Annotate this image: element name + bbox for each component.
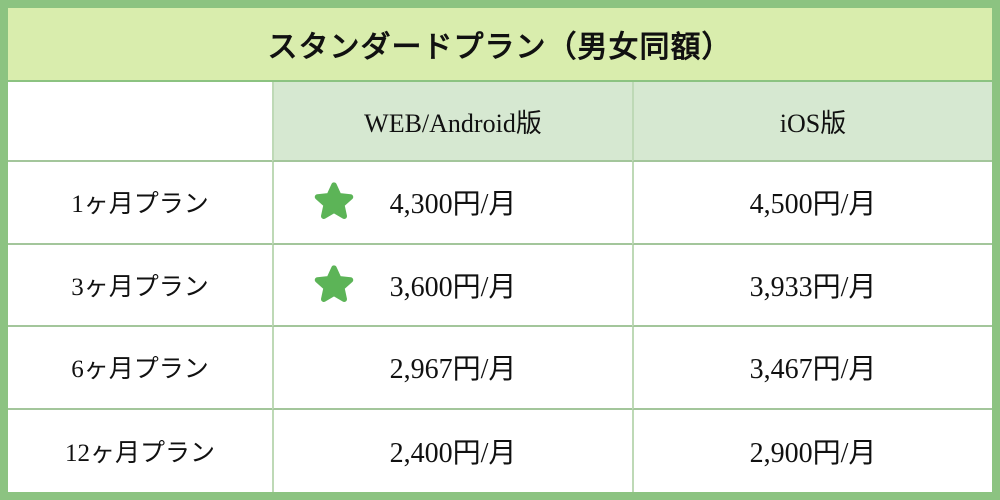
- column-header-label: WEB/Android版: [364, 108, 542, 138]
- column-header-ios: iOS版: [632, 82, 992, 162]
- plan-label-12month: 12ヶ月プラン: [8, 409, 272, 492]
- star-shape: [314, 265, 354, 302]
- title-bar: スタンダードプラン（男女同額）: [8, 8, 992, 80]
- pricing-table: WEB/Android版 iOS版 1ヶ月プラン 4,300円/月 4,500円…: [8, 82, 992, 492]
- page-title: スタンダードプラン（男女同額）: [267, 31, 733, 64]
- plan-label: 6ヶ月プラン: [71, 356, 209, 384]
- price-value: 2,900円/月: [749, 437, 877, 469]
- price-cell-ios-6month: 3,467円/月: [632, 327, 992, 410]
- price-value: 4,300円/月: [389, 189, 517, 221]
- price-cell-ios-12month: 2,900円/月: [632, 409, 992, 492]
- price-cell-web-android-12month: 2,400円/月: [272, 409, 632, 492]
- price-value: 3,933円/月: [749, 271, 877, 303]
- price-value: 4,500円/月: [749, 189, 877, 221]
- price-value: 3,600円/月: [389, 271, 517, 303]
- plan-label-6month: 6ヶ月プラン: [8, 327, 272, 410]
- price-cell-ios-1month: 4,500円/月: [632, 162, 992, 245]
- price-cell-ios-3month: 3,933円/月: [632, 244, 992, 327]
- price-value: 3,467円/月: [749, 354, 877, 386]
- price-value: 2,967円/月: [389, 354, 517, 386]
- star-icon: [312, 263, 356, 307]
- plan-label-3month: 3ヶ月プラン: [8, 244, 272, 327]
- plan-label: 1ヶ月プラン: [71, 191, 209, 219]
- plan-label: 12ヶ月プラン: [64, 439, 215, 467]
- column-header-blank: [8, 82, 272, 162]
- plan-label: 3ヶ月プラン: [71, 273, 209, 301]
- column-header-web-android: WEB/Android版: [272, 82, 632, 162]
- price-cell-web-android-1month: 4,300円/月: [272, 162, 632, 245]
- price-value: 2,400円/月: [389, 437, 517, 469]
- star-shape: [314, 182, 354, 220]
- star-icon: [312, 180, 356, 224]
- column-header-label: iOS版: [779, 108, 847, 138]
- price-cell-web-android-6month: 2,967円/月: [272, 327, 632, 410]
- price-cell-web-android-3month: 3,600円/月: [272, 244, 632, 327]
- plan-label-1month: 1ヶ月プラン: [8, 162, 272, 245]
